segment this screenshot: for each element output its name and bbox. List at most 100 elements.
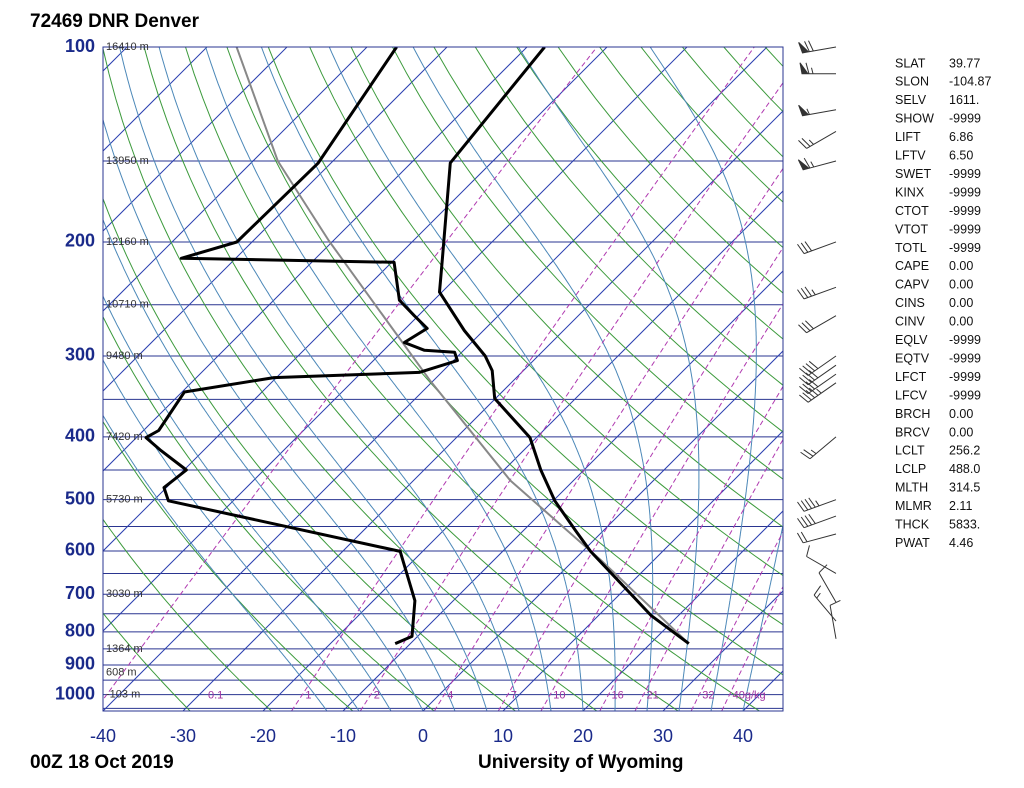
temperature-line [438, 47, 690, 645]
index-name: MLTH [895, 481, 928, 495]
isotherm [103, 47, 608, 552]
mixing-ratio-line [634, 438, 783, 711]
moist-adiabat [205, 47, 552, 711]
mixing-ratio-label: 1 [305, 690, 311, 702]
y-tick-label: 200 [65, 231, 95, 251]
moist-adiabat [517, 47, 700, 711]
index-value: 1611. [949, 93, 979, 107]
index-value: -9999 [949, 351, 981, 365]
dry-adiabat [103, 612, 191, 711]
index-name: TOTL [895, 241, 927, 255]
mixing-ratio-label: 4 [447, 690, 453, 702]
index-name: LFTV [895, 149, 926, 163]
wind-barb [797, 497, 837, 512]
height-label: -103 m [106, 689, 140, 701]
chart-title: 72469 DNR Denver [30, 11, 200, 32]
moist-adiabat [103, 295, 392, 711]
moist-adiabat [328, 47, 616, 711]
index-name: CINS [895, 296, 925, 310]
dry-adiabat [267, 47, 783, 626]
dry-adiabat [185, 47, 760, 711]
x-tick-label: 30 [653, 726, 673, 746]
index-name: MLMR [895, 499, 932, 513]
dry-adiabat [103, 197, 516, 711]
isotherm [0, 47, 47, 711]
moist-adiabat [260, 47, 584, 711]
wind-barb [800, 436, 837, 460]
index-value: 6.86 [949, 130, 973, 144]
wind-barb [818, 564, 837, 603]
index-name: KINX [895, 185, 925, 199]
y-tick-label: 800 [65, 621, 95, 641]
index-value: -9999 [949, 241, 981, 255]
dry-adiabat [103, 518, 272, 711]
dry-adiabat [516, 47, 783, 340]
x-tick-label: -40 [90, 726, 116, 746]
dry-adiabat [103, 315, 435, 711]
x-tick-label: 40 [733, 726, 753, 746]
wind-barb [798, 104, 837, 117]
mixing-ratio-label: 2 [374, 690, 380, 702]
index-name: LCLP [895, 462, 926, 476]
height-label: 1364 m [106, 643, 143, 655]
index-value: 488.0 [949, 462, 980, 476]
index-value: -9999 [949, 167, 981, 181]
index-value: 0.00 [949, 296, 973, 310]
mixing-ratio-line [103, 47, 598, 701]
index-name: EQTV [895, 351, 930, 365]
dry-adiabat [103, 420, 354, 711]
index-name: LFCT [895, 370, 927, 384]
index-name: SELV [895, 93, 927, 107]
index-value: -9999 [949, 112, 981, 126]
index-value: 0.00 [949, 278, 973, 292]
wind-barb [799, 382, 837, 403]
index-name: LFCV [895, 388, 928, 402]
index-name: LIFT [895, 130, 921, 144]
wind-barb [799, 373, 837, 395]
isotherm [103, 47, 288, 232]
index-name: CAPE [895, 259, 929, 273]
wind-barb [799, 364, 837, 386]
isotherm [262, 190, 783, 711]
wind-barb [796, 531, 837, 544]
isotherm [103, 47, 768, 711]
dry-adiabat [474, 47, 783, 386]
dry-adiabat [309, 47, 783, 577]
index-name: SLON [895, 75, 929, 89]
isotherm [103, 47, 368, 312]
isotherm [422, 350, 783, 711]
wind-barb [806, 545, 837, 574]
index-value: 6.50 [949, 149, 973, 163]
dry-adiabat [848, 47, 1024, 711]
moist-adiabat [103, 358, 360, 711]
y-tick-label: 300 [65, 345, 95, 365]
isotherm [662, 590, 783, 711]
wind-barb [797, 513, 837, 529]
index-name: SWET [895, 167, 931, 181]
index-name: EQLV [895, 333, 928, 347]
mixing-ratio-line [359, 81, 783, 711]
dry-adiabat [350, 47, 783, 528]
mixing-ratio-line [721, 585, 783, 711]
plot-area [0, 47, 1024, 711]
isotherm [103, 47, 448, 392]
wind-barb [813, 585, 837, 622]
y-tick-label: 100 [65, 36, 95, 56]
index-name: PWAT [895, 536, 930, 550]
height-label: 5730 m [106, 494, 143, 506]
mixing-ratio-line [690, 530, 783, 711]
index-value: 4.46 [949, 536, 973, 550]
index-value: 0.00 [949, 407, 973, 421]
index-name: CAPV [895, 278, 930, 292]
x-tick-label: -20 [250, 726, 276, 746]
x-tick-label: -30 [170, 726, 196, 746]
isotherm [502, 430, 783, 711]
x-tick-label: 10 [493, 726, 513, 746]
moist-adiabat [742, 522, 783, 711]
index-name: LCLT [895, 444, 925, 458]
height-label: 10710 m [106, 299, 149, 311]
moist-adiabat [103, 414, 328, 711]
index-value: 39.77 [949, 56, 980, 70]
index-value: -9999 [949, 222, 981, 236]
